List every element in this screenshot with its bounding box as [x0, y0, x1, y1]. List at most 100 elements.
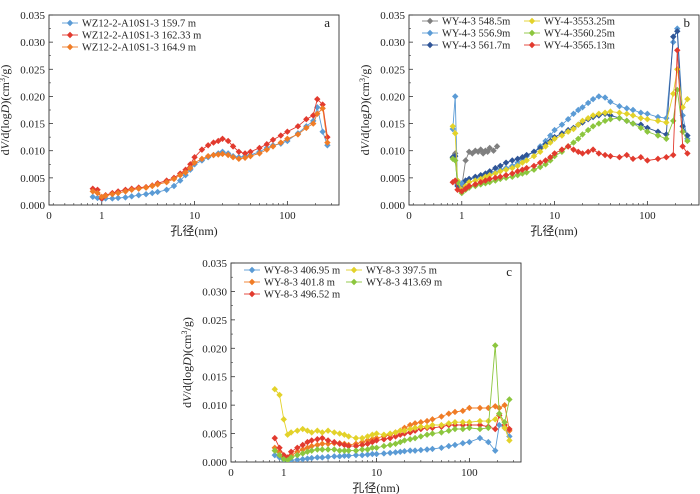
data-point: [644, 124, 651, 132]
data-point: [629, 155, 637, 163]
panel-label: c: [506, 264, 512, 279]
data-point: [616, 103, 623, 110]
legend-marker: [528, 29, 536, 37]
data-point: [493, 143, 501, 150]
y-tick-label: 0.015: [202, 372, 227, 384]
data-point: [589, 146, 597, 153]
data-point: [449, 155, 456, 163]
series-line: [92, 98, 328, 200]
data-point: [607, 116, 614, 123]
data-point: [506, 425, 513, 433]
data-point: [89, 193, 96, 201]
data-point: [308, 442, 315, 450]
legend-marker: [66, 43, 74, 51]
data-point: [623, 110, 630, 117]
y-tick-label: 0.010: [380, 146, 405, 158]
data-point: [654, 128, 662, 135]
data-point: [287, 429, 295, 436]
data-point: [373, 444, 380, 451]
data-point: [386, 430, 394, 437]
y-tick-label: 0.025: [380, 64, 405, 76]
legend-label: WY-8-3 496.52 m: [264, 290, 340, 301]
data-point: [271, 451, 278, 459]
data-point: [451, 419, 459, 426]
y-axis-label-part: /d(log: [0, 113, 12, 142]
y-axis-label-part: /g): [180, 317, 194, 330]
data-point: [637, 109, 645, 116]
data-point: [423, 423, 431, 430]
data-point: [429, 421, 436, 429]
data-point: [314, 110, 321, 117]
data-point: [345, 447, 352, 454]
data-point: [247, 148, 254, 155]
data-point: [224, 137, 232, 145]
y-axis-label-part: D: [180, 357, 194, 367]
data-point: [294, 427, 301, 434]
y-axis-label-part: /d(log: [358, 113, 372, 142]
data-point: [308, 447, 315, 454]
legend-marker: [66, 19, 74, 27]
data-point: [547, 154, 554, 161]
data-point: [369, 450, 376, 458]
y-tick-label: 0.010: [20, 146, 45, 158]
data-point: [570, 139, 577, 146]
y-tick-label: 0.030: [202, 286, 227, 298]
panel-a: 0.000 0.005 0.010 0.015 0.020 0.025 0.030 0.035…: [0, 10, 340, 238]
data-point: [182, 169, 189, 176]
data-point: [256, 150, 263, 157]
data-point: [674, 28, 681, 35]
y-axis-label-part: )(cm: [180, 334, 194, 357]
data-point: [476, 404, 484, 412]
data-point: [324, 139, 331, 146]
data-point: [294, 131, 302, 138]
data-point: [198, 146, 206, 153]
data-point: [465, 182, 473, 190]
data-point: [551, 135, 558, 142]
y-tick-label: 0.005: [202, 429, 227, 441]
data-point: [459, 425, 467, 433]
y-axis-label-part: /g): [0, 65, 12, 78]
data-point: [492, 174, 499, 182]
data-point: [397, 427, 404, 434]
y-axis-label-part: /g): [358, 65, 372, 78]
data-point: [310, 112, 317, 119]
data-point: [149, 189, 156, 197]
legend-label: WZ12-2-A10S1-3 162.33 m: [82, 31, 201, 42]
data-point: [472, 177, 479, 184]
data-point: [501, 401, 508, 409]
data-point: [269, 136, 277, 144]
data-point: [256, 144, 263, 152]
data-point: [570, 146, 577, 153]
data-point: [490, 147, 497, 154]
data-point: [509, 173, 516, 180]
data-point: [423, 446, 431, 453]
data-point: [485, 424, 492, 432]
legend-label: WY-8-3 406.95 m: [264, 266, 340, 277]
data-point: [170, 182, 178, 190]
legend-label: WY-4-3 561.7m: [442, 41, 510, 52]
data-point: [438, 413, 445, 420]
y-tick-label: 0.025: [20, 64, 45, 76]
data-point: [584, 114, 592, 122]
data-point: [380, 431, 388, 438]
data-point: [271, 434, 278, 442]
data-point: [575, 121, 582, 128]
data-point: [476, 425, 484, 433]
x-axis-label: 孔径(nm): [352, 481, 399, 494]
data-point: [135, 192, 142, 199]
data-point: [163, 186, 170, 193]
data-point: [492, 342, 499, 349]
legend-label: WY-8-3 397.5 m: [366, 266, 437, 277]
data-point: [654, 132, 662, 139]
data-point: [299, 450, 306, 457]
data-point: [373, 430, 380, 437]
data-point: [401, 447, 408, 455]
data-point: [299, 446, 306, 453]
data-point: [345, 433, 352, 440]
data-point: [287, 454, 295, 461]
legend-label: WY-8-3 413.69 m: [366, 278, 442, 289]
data-point: [341, 452, 348, 459]
data-point: [114, 189, 122, 197]
legend-label: WY-4-3 548.5m: [442, 17, 510, 28]
data-point: [589, 95, 597, 103]
